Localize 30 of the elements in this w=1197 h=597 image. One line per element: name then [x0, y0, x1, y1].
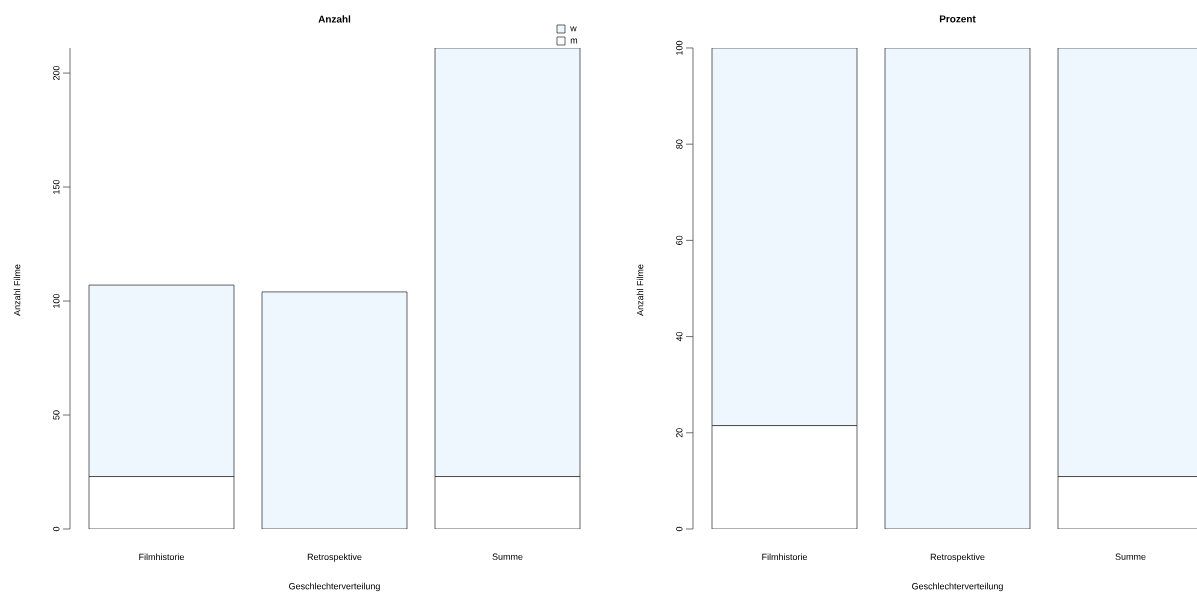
x-tick-label: Filmhistorie — [762, 553, 808, 561]
y-axis-title: Anzahl Filme — [636, 264, 644, 316]
y-tick-label: 0 — [676, 526, 683, 532]
y-tick-label: 150 — [53, 179, 60, 194]
y-tick-label: 50 — [53, 410, 60, 420]
bar — [884, 47, 1031, 529]
x-tick-label: Summe — [1115, 553, 1146, 560]
x-axis-title: Geschlechterverteilung — [912, 582, 1003, 592]
bar — [434, 47, 581, 477]
chart-title: Prozent — [939, 15, 976, 23]
x-tick-label: Summe — [492, 553, 523, 560]
y-tick-label: 80 — [676, 139, 683, 149]
x-tick-label: Retrospektive — [307, 553, 362, 562]
y-tick-label: 100 — [53, 293, 60, 308]
chart-title: Anzahl — [318, 15, 351, 23]
x-tick-label: Filmhistorie — [139, 553, 185, 561]
y-tick-label: 100 — [676, 40, 683, 55]
x-tick-label: Retrospektive — [930, 553, 985, 562]
x-axis-title: Geschlechterverteilung — [289, 582, 380, 592]
y-tick-label: 40 — [676, 331, 683, 342]
text: m — [570, 38, 578, 44]
y-axis-title: Anzahl Filme — [13, 264, 21, 316]
y-tick-label: 20 — [676, 428, 683, 438]
bar — [88, 284, 235, 477]
series-label: w — [570, 26, 577, 32]
bar — [711, 47, 858, 426]
y-tick-label: 200 — [53, 65, 60, 81]
y-tick-label: 60 — [676, 235, 683, 245]
bar — [261, 291, 408, 529]
y-tick-label: 0 — [53, 526, 60, 532]
